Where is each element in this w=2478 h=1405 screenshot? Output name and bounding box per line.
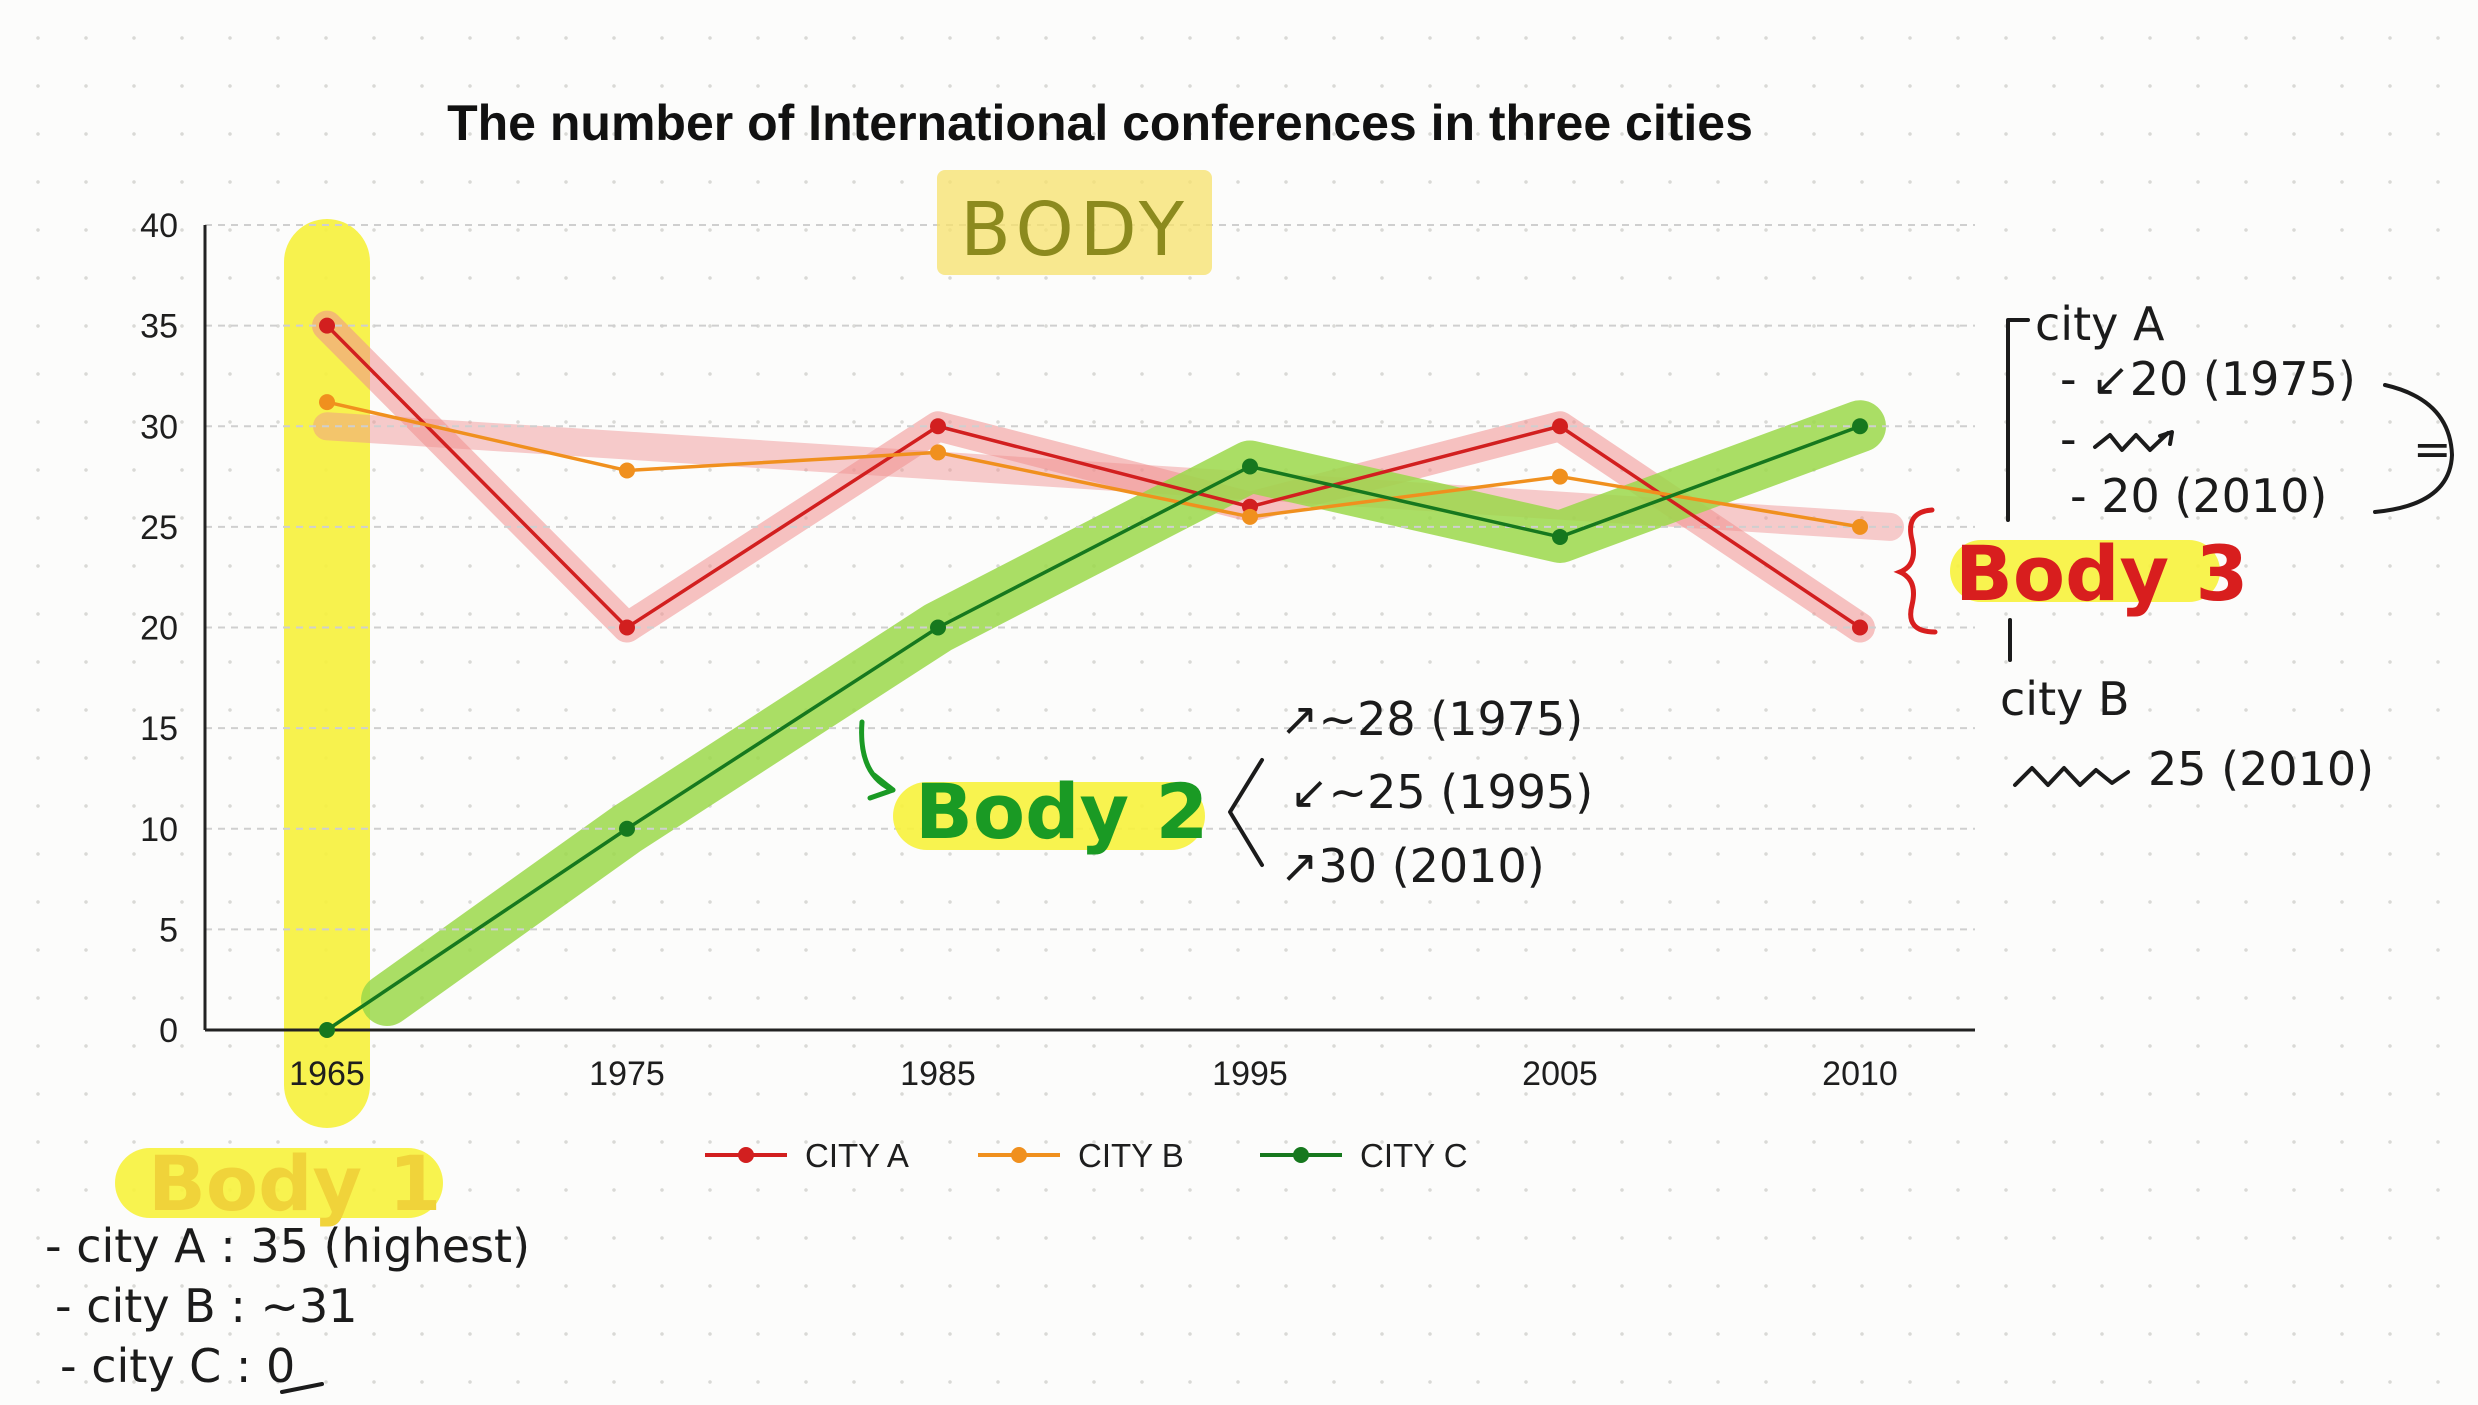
annotation-body2: Body 2 ↗~28 (1975) ↙~25 (1995) ↗30 (2010… <box>859 692 1593 893</box>
body2-label: Body 2 <box>915 767 1208 856</box>
city-a-line <box>325 324 1861 630</box>
highlighter-marks <box>284 219 1904 1128</box>
body2-bracket <box>1228 758 1264 867</box>
city-a-bracket <box>2006 318 2030 522</box>
body1-line-2: - city B : ~31 <box>55 1279 358 1333</box>
city-c-point <box>319 1022 335 1038</box>
city-a-line-2: - <box>2060 412 2077 466</box>
body-highlight <box>937 170 1212 275</box>
annotation-body3: Body 3 city A - ↙20 (1975) - - 20 (2010)… <box>1893 297 2454 796</box>
x-tick-labels: 1965 1975 1985 1995 2005 2010 <box>289 1055 1898 1093</box>
y-tick-label: 40 <box>140 207 178 245</box>
body-label: BODY <box>960 187 1190 273</box>
y-tick-label: 15 <box>140 710 178 748</box>
city-a-point <box>1852 619 1868 636</box>
city-b-value: 25 (2010) <box>2148 742 2374 796</box>
y-tick-label: 5 <box>159 911 178 949</box>
city-c-point <box>619 820 635 837</box>
y-tick-label: 0 <box>159 1012 178 1050</box>
legend-label: CITY C <box>1360 1137 1468 1174</box>
legend-label: CITY A <box>805 1137 909 1174</box>
y-tick-label: 25 <box>140 509 178 547</box>
body1-highlight <box>115 1148 443 1218</box>
series-layer <box>319 317 1868 1038</box>
city-b-point <box>930 444 946 461</box>
city-a-wavy-mark <box>2093 431 2170 452</box>
chart-title: The number of International conferences … <box>447 95 1753 151</box>
city-b-line <box>326 400 1861 529</box>
equals-mark: = <box>2413 422 2452 476</box>
city-c-point <box>1552 528 1568 545</box>
body1-line-1: - city A : 35 (highest) <box>45 1219 530 1273</box>
city-b-label: city B <box>2000 672 2130 726</box>
y-tick-label: 20 <box>140 610 178 648</box>
city-a-curve <box>2373 383 2454 514</box>
city-a-point <box>1552 418 1568 435</box>
city-a-line-1: - ↙20 (1975) <box>2060 352 2356 406</box>
city-b-point <box>1552 468 1568 485</box>
city-c-point <box>1852 418 1868 435</box>
y-tick-labels: 0 5 10 15 20 25 30 35 40 <box>140 207 178 1050</box>
city-c-point <box>1242 458 1258 475</box>
y-tick-label: 30 <box>140 408 178 446</box>
city-b-point <box>1242 508 1258 525</box>
body1-line-3: - city C : 0 <box>60 1339 295 1393</box>
body3-highlight <box>1950 540 2220 602</box>
annotation-body1: Body 1 - city A : 35 (highest) - city B … <box>45 1139 530 1394</box>
city-c-point <box>930 619 946 636</box>
underline-mark <box>280 1382 324 1394</box>
city-a-point <box>619 619 635 636</box>
city-a-label: city A <box>2035 297 2165 351</box>
city-b-series <box>319 394 1868 535</box>
city-a-line-3: - 20 (2010) <box>2070 469 2327 523</box>
legend-swatch-point <box>1011 1147 1027 1163</box>
legend-item-city-b: CITY B <box>978 1137 1184 1174</box>
body2-line-3: ↗30 (2010) <box>1280 839 1545 893</box>
city-b-point <box>1852 518 1868 535</box>
city-a-point <box>319 317 335 334</box>
body1-label: Body 1 <box>148 1139 441 1228</box>
body3-label: Body 3 <box>1955 529 2248 618</box>
legend-swatch-point <box>738 1147 754 1163</box>
annotation-body-heading: BODY <box>937 170 1212 275</box>
body2-line-1: ↗~28 (1975) <box>1280 692 1583 746</box>
legend-item-city-c: CITY C <box>1260 1137 1468 1174</box>
body3-brace <box>1893 507 1938 635</box>
body2-line-2: ↙~25 (1995) <box>1290 765 1593 819</box>
x-tick-label: 1985 <box>900 1055 976 1093</box>
x-tick-label: 1965 <box>289 1055 365 1093</box>
x-tick-label: 1975 <box>589 1055 665 1093</box>
city-b-point <box>619 462 635 479</box>
x-tick-label: 1995 <box>1212 1055 1288 1093</box>
legend-label: CITY B <box>1078 1137 1184 1174</box>
y-tick-label: 35 <box>140 308 178 346</box>
city-b-wavy-mark <box>2013 766 2130 787</box>
city-a-point <box>930 418 946 435</box>
legend-swatch-point <box>1293 1147 1309 1163</box>
body2-arrowhead <box>867 772 896 801</box>
legend-item-city-a: CITY A <box>705 1137 909 1174</box>
city-c-line <box>326 424 1861 1032</box>
x-tick-label: 2010 <box>1822 1055 1898 1093</box>
body2-highlight <box>893 782 1205 850</box>
x-tick-label: 2005 <box>1522 1055 1598 1093</box>
city-b-point <box>319 394 335 411</box>
y-tick-label: 10 <box>140 811 178 849</box>
city-c-series <box>319 418 1868 1038</box>
city-a-wavy-arrow <box>2158 430 2174 446</box>
city-c-highlight <box>361 400 1886 1026</box>
legend: CITY A CITY B CITY C <box>705 1137 1468 1174</box>
